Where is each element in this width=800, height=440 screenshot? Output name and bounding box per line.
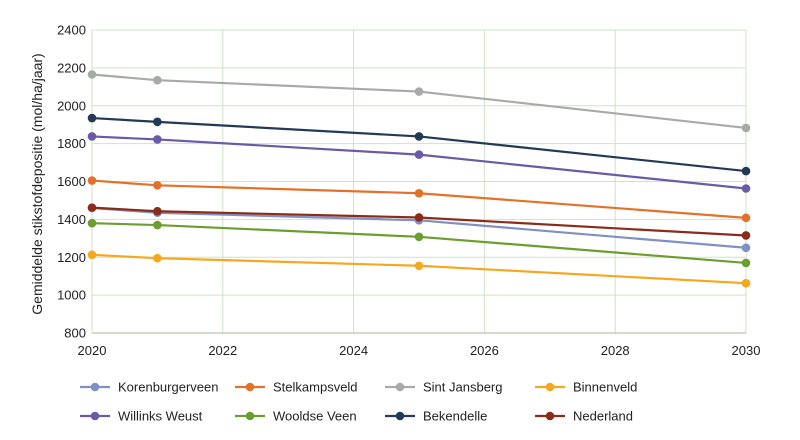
series-line	[91, 135, 747, 190]
data-point	[87, 250, 97, 260]
legend-swatch-marker	[90, 411, 100, 421]
data-point	[414, 87, 424, 96]
data-point	[153, 180, 162, 190]
legend-label: Sint Jansberg	[423, 380, 503, 395]
legend-item: Binnenveld	[535, 380, 637, 395]
x-tick-label: 2020	[78, 343, 107, 358]
y-tick-label: 2400	[57, 23, 86, 38]
data-point	[414, 188, 424, 198]
data-point	[153, 135, 162, 144]
y-tick-label: 1000	[57, 288, 86, 303]
data-point	[87, 132, 97, 141]
legend-label: Willinks Weust	[118, 409, 203, 424]
y-tick-labels: 800 1000 1200 1400 1600 1800 2000 2200 2400	[57, 23, 86, 341]
x-tick-label: 2030	[732, 343, 761, 358]
data-point	[153, 117, 162, 127]
series-nederland	[87, 203, 751, 240]
series-line	[91, 179, 747, 219]
data-point	[741, 166, 751, 176]
data-point	[741, 123, 751, 133]
legend-swatch-marker	[245, 411, 255, 421]
data-point	[153, 75, 162, 85]
y-tick-label: 1200	[57, 250, 86, 265]
y-tick-label: 2000	[57, 98, 86, 113]
legend-swatch-marker	[395, 382, 405, 392]
series-bekendelle	[87, 113, 751, 176]
series-lines	[87, 70, 751, 288]
data-point	[87, 176, 97, 185]
series-sint-jansberg	[87, 70, 751, 133]
y-tick-label: 800	[64, 326, 86, 341]
series-line	[91, 116, 747, 173]
legend-item: Stelkampsveld	[235, 380, 358, 395]
series-willinks-weust	[87, 132, 751, 193]
data-point	[87, 218, 97, 228]
legend-item: Nederland	[535, 409, 633, 424]
data-point	[153, 206, 162, 216]
legend-swatch-marker	[245, 382, 255, 392]
x-tick-label: 2026	[470, 343, 499, 358]
legend-label: Korenburgerveen	[118, 380, 218, 395]
series-line	[91, 206, 747, 237]
data-point	[153, 253, 162, 263]
data-point	[87, 70, 97, 79]
y-axis-title: Gemiddelde stikstofdepositie (mol/ha/jaa…	[29, 53, 45, 314]
series-line	[91, 222, 747, 265]
data-point	[87, 203, 97, 212]
series-wooldse-veen	[87, 218, 751, 268]
data-point	[741, 231, 751, 240]
legend-item: Willinks Weust	[80, 409, 203, 424]
y-tick-label: 2200	[57, 60, 86, 75]
legend: Korenburgerveen Stelkampsveld Sint Jansber…	[80, 380, 637, 424]
y-tick-label: 1800	[57, 136, 86, 151]
data-point	[414, 213, 424, 222]
data-point	[741, 213, 751, 223]
x-tick-label: 2028	[601, 343, 630, 358]
series-stelkampsveld	[87, 176, 751, 223]
data-point	[414, 232, 424, 242]
legend-item: Sint Jansberg	[385, 380, 503, 395]
y-tick-label: 1600	[57, 174, 86, 189]
legend-label: Nederland	[573, 409, 633, 424]
legend-swatch-marker	[545, 382, 555, 392]
data-point	[741, 243, 751, 253]
data-point	[87, 113, 97, 123]
legend-label: Wooldse Veen	[273, 409, 357, 424]
x-tick-label: 2024	[339, 343, 368, 358]
legend-swatch-marker	[90, 382, 100, 392]
data-point	[741, 278, 751, 288]
data-point	[153, 220, 162, 230]
legend-item: Bekendelle	[385, 409, 487, 424]
y-tick-label: 1400	[57, 212, 86, 227]
legend-swatch-marker	[545, 411, 555, 421]
x-tick-label: 2022	[208, 343, 237, 358]
legend-item: Wooldse Veen	[235, 409, 357, 424]
legend-label: Bekendelle	[423, 409, 487, 424]
legend-item: Korenburgerveen	[80, 380, 218, 395]
x-tick-labels: 2020 2022 2024 2026 2028 2030	[78, 343, 761, 358]
data-point	[741, 258, 751, 268]
legend-swatch-marker	[395, 411, 405, 421]
legend-label: Stelkampsveld	[273, 380, 358, 395]
data-point	[414, 261, 424, 271]
data-point	[414, 150, 424, 159]
series-binnenveld	[87, 250, 751, 288]
series-line	[91, 253, 747, 285]
legend-label: Binnenveld	[573, 380, 637, 395]
data-point	[741, 184, 751, 193]
data-point	[414, 132, 424, 141]
series-line	[91, 73, 747, 130]
